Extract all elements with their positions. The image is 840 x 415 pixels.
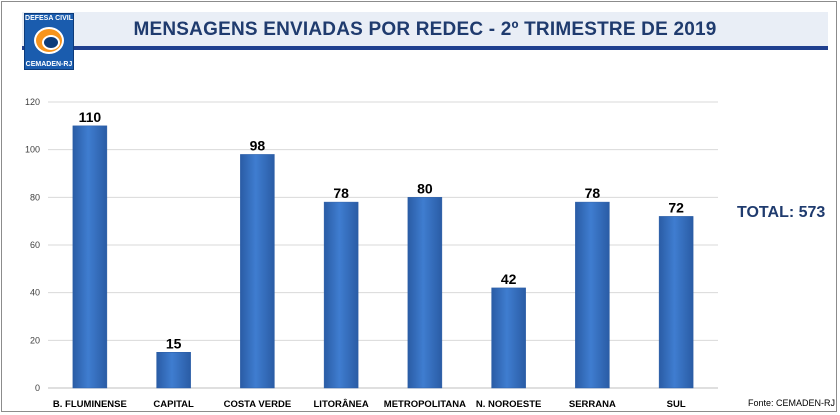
logo-top-text: DEFESA CIVIL: [25, 15, 73, 22]
data-label: 80: [417, 180, 433, 196]
x-tick-label: SUL: [667, 399, 686, 410]
data-label: 15: [166, 335, 182, 351]
title-banner: MENSAGENS ENVIADAS POR REDEC - 2º TRIMES…: [22, 12, 828, 50]
y-tick-label: 80: [30, 192, 40, 202]
y-tick-label: 20: [30, 335, 40, 345]
x-tick-label: LITORÂNEA: [314, 398, 369, 410]
data-label: 78: [333, 185, 349, 201]
data-labels: 110 15 98 78 80 42 78 72: [79, 109, 685, 351]
eye-pupil-icon: [42, 35, 60, 50]
y-tick-label: 120: [25, 97, 40, 107]
bar: [491, 287, 526, 389]
x-tick-label: N. NOROESTE: [476, 399, 541, 410]
x-axis-ticks: B. FLUMINENSE CAPITAL COSTA VERDE LITORÂNEA…: [53, 398, 686, 410]
eye-icon: [34, 27, 64, 54]
defesa-civil-logo: DEFESA CIVIL CEMADEN-RJ: [24, 13, 74, 70]
x-tick-label: SERRANA: [569, 399, 616, 410]
bar: [658, 216, 694, 389]
bar: [575, 201, 610, 389]
data-label: 42: [501, 271, 517, 287]
logo-bottom-text: CEMADEN-RJ: [25, 61, 73, 68]
bar: [323, 201, 359, 389]
chart-title: MENSAGENS ENVIADAS POR REDEC - 2º TRIMES…: [133, 19, 717, 40]
bar: [240, 154, 275, 389]
bar: [156, 352, 191, 389]
x-tick-label: METROPOLITANA: [384, 399, 466, 410]
data-label: 110: [79, 109, 102, 125]
bar: [72, 125, 108, 389]
data-label: 78: [585, 185, 601, 201]
y-tick-label: 100: [25, 145, 40, 155]
y-axis-ticks: 0 20 40 60 80 100 120: [25, 97, 40, 393]
data-label: 72: [668, 199, 684, 215]
x-tick-label: COSTA VERDE: [224, 399, 292, 410]
x-tick-label: CAPITAL: [153, 399, 194, 410]
grid-lines: [48, 101, 718, 389]
y-tick-label: 40: [30, 288, 40, 298]
bar: [407, 197, 443, 389]
total-label: TOTAL: 573: [737, 204, 826, 221]
y-tick-label: 60: [30, 240, 40, 250]
bars: [72, 125, 694, 389]
y-tick-label: 0: [35, 383, 40, 393]
x-tick-label: B. FLUMINENSE: [53, 399, 127, 410]
data-label: 98: [250, 137, 266, 153]
source-note: Fonte: CEMADEN-RJ: [748, 398, 836, 408]
